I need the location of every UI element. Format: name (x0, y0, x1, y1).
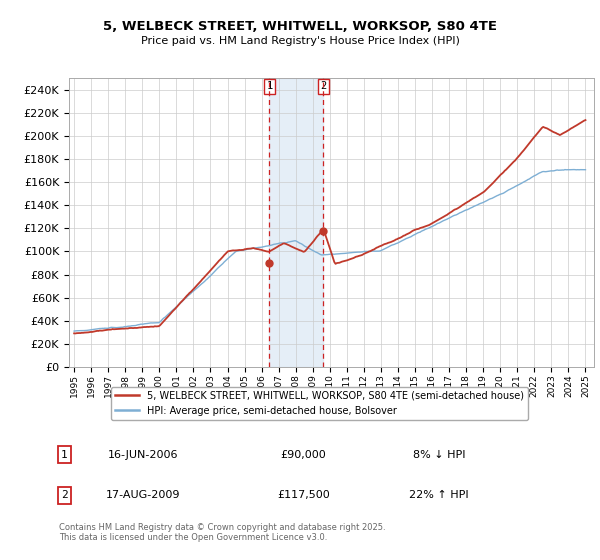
Text: £90,000: £90,000 (280, 450, 326, 460)
Text: 1: 1 (266, 81, 272, 91)
Text: 5, WELBECK STREET, WHITWELL, WORKSOP, S80 4TE: 5, WELBECK STREET, WHITWELL, WORKSOP, S8… (103, 20, 497, 32)
Text: 8% ↓ HPI: 8% ↓ HPI (413, 450, 465, 460)
Text: Price paid vs. HM Land Registry's House Price Index (HPI): Price paid vs. HM Land Registry's House … (140, 36, 460, 46)
Text: 22% ↑ HPI: 22% ↑ HPI (409, 490, 469, 500)
Text: 17-AUG-2009: 17-AUG-2009 (106, 490, 180, 500)
Text: £117,500: £117,500 (277, 490, 329, 500)
Text: 2: 2 (320, 81, 326, 91)
Bar (269, 78, 323, 367)
Text: 16-JUN-2006: 16-JUN-2006 (108, 450, 178, 460)
Text: 2: 2 (61, 490, 68, 500)
Text: 1: 1 (61, 450, 68, 460)
Text: Contains HM Land Registry data © Crown copyright and database right 2025.
This d: Contains HM Land Registry data © Crown c… (59, 522, 385, 542)
Legend: 5, WELBECK STREET, WHITWELL, WORKSOP, S80 4TE (semi-detached house), HPI: Averag: 5, WELBECK STREET, WHITWELL, WORKSOP, S8… (111, 387, 528, 419)
